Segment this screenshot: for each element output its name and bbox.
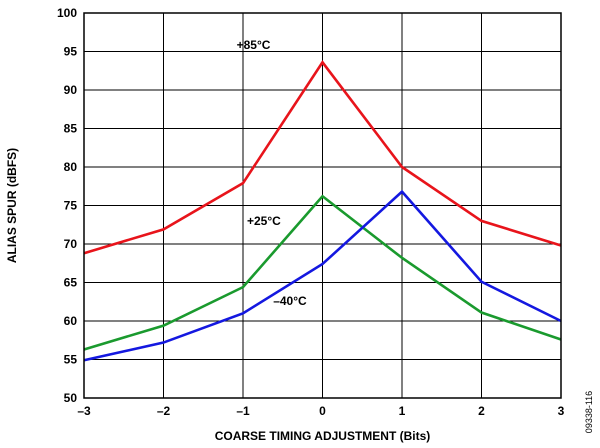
x-tick-label: –1 <box>236 404 250 418</box>
y-tick-label: 95 <box>64 45 78 59</box>
x-tick-label: 0 <box>319 404 326 418</box>
y-axis-title: ALIAS SPUR (dBFS) <box>5 148 19 263</box>
y-tick-label: 55 <box>64 353 78 367</box>
x-tick-label: 2 <box>478 404 485 418</box>
y-tick-label: 100 <box>57 6 77 20</box>
x-tick-label: 1 <box>399 404 406 418</box>
x-tick-label: –2 <box>157 404 171 418</box>
x-tick-label: –3 <box>77 404 91 418</box>
series-line-0 <box>83 60 562 255</box>
figure-id: 09338-116 <box>584 391 594 433</box>
series-line-2 <box>83 189 562 362</box>
series-annotation: –40°C <box>273 294 307 308</box>
y-tick-label: 60 <box>64 314 78 328</box>
y-tick-label: 65 <box>64 276 78 290</box>
series-annotation: +85°C <box>237 38 271 52</box>
y-tick-label: 75 <box>64 199 78 213</box>
series-line-1 <box>83 194 562 351</box>
y-tick-label: 90 <box>64 83 78 97</box>
y-tick-label: 70 <box>64 237 78 251</box>
x-tick-label: 3 <box>558 404 565 418</box>
series-annotations: +85°C +25°C –40°C <box>237 38 307 308</box>
series-annotation: +25°C <box>247 214 281 228</box>
x-axis-title: COARSE TIMING ADJUSTMENT (Bits) <box>215 429 431 443</box>
y-tick-label: 50 <box>64 391 78 405</box>
y-tick-label: 80 <box>64 160 78 174</box>
grid-lines <box>83 12 562 399</box>
y-tick-labels: 50 55 60 65 70 75 80 85 90 95 100 <box>57 6 77 405</box>
x-tick-labels: –3 –2 –1 0 1 2 3 <box>77 404 564 418</box>
series-lines <box>83 60 562 362</box>
plot-frame <box>83 12 562 399</box>
y-tick-label: 85 <box>64 122 78 136</box>
